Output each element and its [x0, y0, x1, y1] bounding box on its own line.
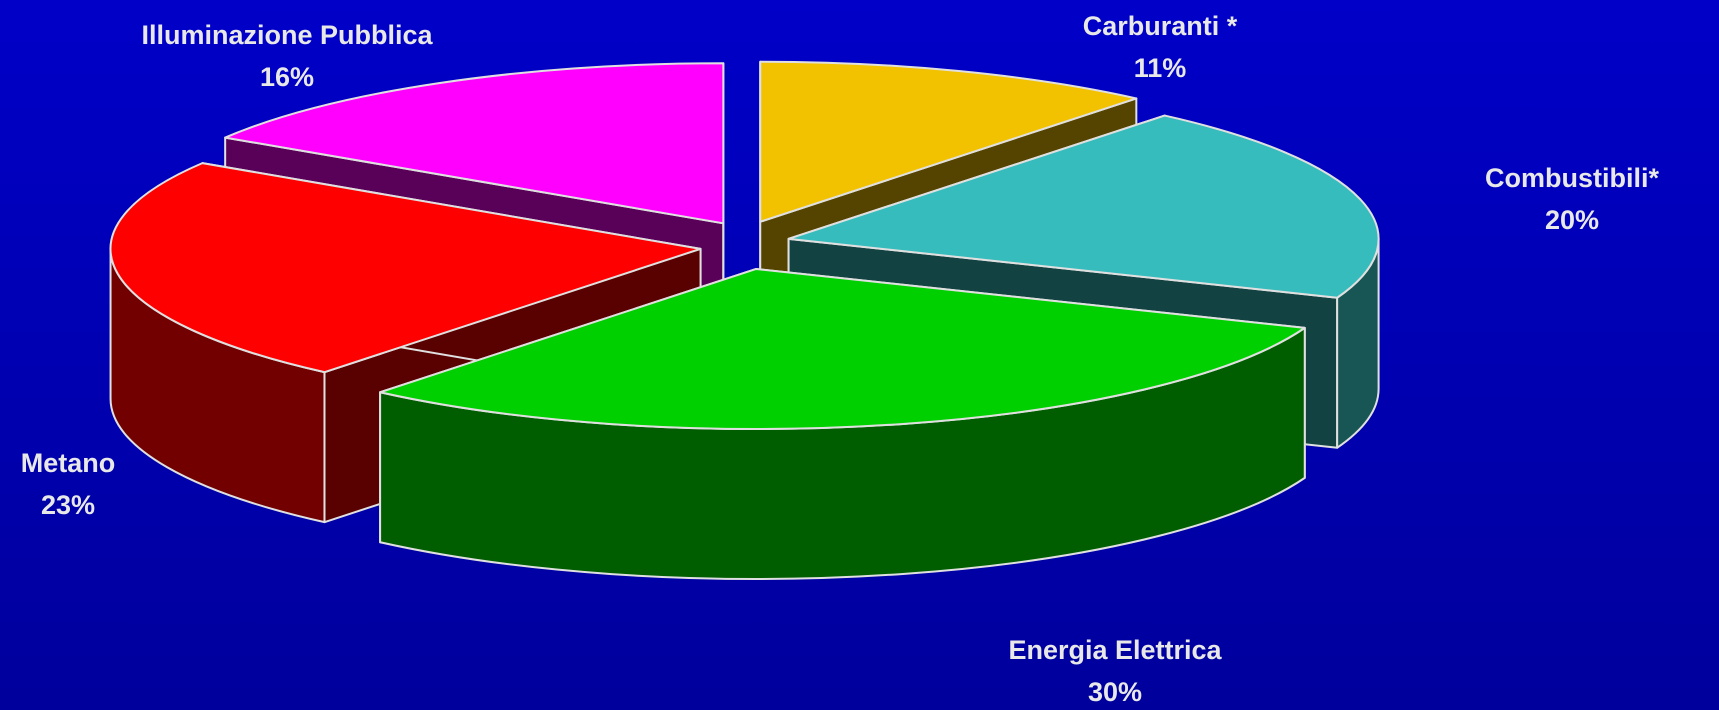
slice-label: Carburanti *: [1083, 11, 1238, 41]
slice-value-label: 23%: [41, 490, 95, 520]
pie: [109, 60, 1380, 580]
slice-label: Illuminazione Pubblica: [141, 20, 433, 50]
slice-value-label: 11%: [1134, 53, 1187, 83]
slice-value-label: 30%: [1088, 677, 1142, 707]
slice-label: Energia Elettrica: [1008, 635, 1222, 665]
slice-label: Combustibili*: [1485, 163, 1659, 193]
slice-top: [224, 62, 725, 225]
slice-top: [109, 162, 702, 374]
slice-top: [759, 60, 1138, 223]
slice-top: [787, 114, 1380, 299]
slice-label: Metano: [21, 448, 116, 478]
slice-value-label: 20%: [1545, 205, 1599, 235]
slice-top: [379, 267, 1306, 430]
slice: [379, 267, 1306, 580]
slice-value-label: 16%: [260, 62, 314, 92]
labels: Carburanti * 11% Combustibili* 20% Energia E…: [21, 11, 1660, 707]
